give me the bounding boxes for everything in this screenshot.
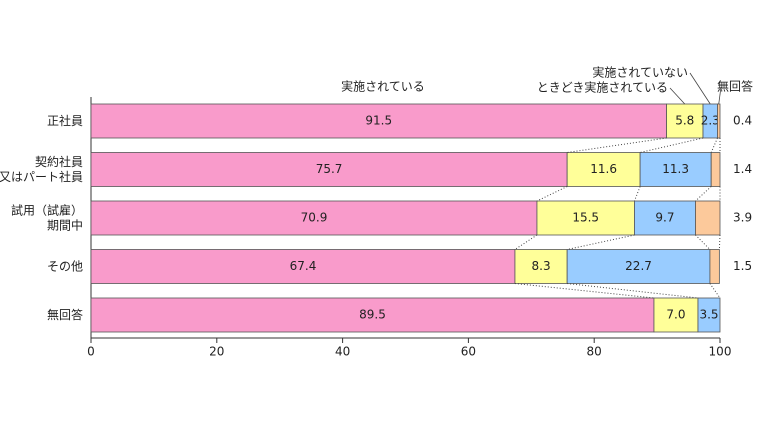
legend-label: ときどき実施されている — [537, 80, 668, 95]
y-tick-label: 正社員 — [47, 113, 83, 128]
x-tick-label: 0 — [87, 345, 95, 359]
leader-line — [689, 72, 711, 105]
bar-segment — [695, 200, 721, 236]
value-label: 3.9 — [733, 211, 752, 225]
bar-segment — [697, 297, 721, 333]
bar-segment — [710, 152, 721, 187]
value-label: 8.3 — [532, 259, 551, 273]
value-label: 3.5 — [699, 308, 718, 322]
value-label: 15.5 — [572, 211, 599, 225]
connector — [567, 283, 699, 299]
y-tick-label: 契約社員又はパート社員 — [0, 154, 83, 184]
bar-segment — [666, 103, 704, 139]
bar-segment — [566, 152, 641, 187]
x-tick-label: 80 — [587, 345, 602, 359]
y-tick-label: 試用（試雇）期間中 — [11, 202, 83, 232]
legend-label: 無回答 — [717, 79, 753, 94]
x-tick-label: 100 — [709, 345, 732, 359]
x-tick-label: 20 — [209, 345, 224, 359]
value-label: 70.9 — [301, 211, 328, 225]
bar-segment — [536, 200, 635, 236]
bar-segment — [90, 152, 568, 187]
connector — [567, 137, 667, 153]
x-tick-label: 60 — [461, 345, 476, 359]
y-tick-label: 無回答 — [47, 307, 83, 322]
value-label: 22.7 — [625, 259, 652, 273]
connector — [710, 137, 718, 153]
bar-segment — [717, 103, 721, 139]
bar-segment — [90, 200, 538, 236]
value-label: 91.5 — [365, 114, 392, 128]
leader-line — [718, 86, 722, 105]
value-label: 7.0 — [666, 308, 685, 322]
value-label: 9.7 — [655, 211, 674, 225]
connector — [709, 283, 721, 299]
value-label: 75.7 — [316, 162, 343, 176]
connector — [718, 234, 721, 250]
value-label: 2.3 — [701, 114, 720, 128]
bar-segment — [653, 297, 699, 333]
connector — [536, 186, 568, 202]
legend-label: 実施されていない — [592, 65, 688, 80]
x-tick-label: 40 — [335, 345, 350, 359]
value-label: 11.6 — [590, 162, 617, 176]
y-tick-label: その他 — [47, 259, 83, 273]
bar-segment — [639, 152, 712, 187]
connector — [640, 137, 704, 153]
connector — [567, 234, 635, 250]
connector — [514, 283, 655, 299]
bar-segment — [90, 103, 667, 139]
value-label: 0.4 — [733, 114, 752, 128]
connector — [695, 186, 712, 202]
bar-segment — [709, 249, 720, 284]
bar-segment — [566, 249, 711, 284]
value-label: 67.4 — [290, 259, 317, 273]
connector — [695, 234, 711, 250]
bar-segment — [514, 249, 568, 284]
value-label: 5.8 — [675, 114, 694, 128]
leader-line — [669, 87, 686, 105]
connector — [514, 234, 538, 250]
connector — [633, 186, 641, 202]
value-label: 1.4 — [733, 162, 752, 176]
value-label: 89.5 — [359, 308, 386, 322]
bar-segment — [90, 297, 655, 333]
legend-label: 実施されている — [341, 79, 425, 94]
value-label: 11.3 — [662, 162, 689, 176]
bar-segment — [90, 249, 516, 284]
value-label: 1.5 — [733, 259, 752, 273]
